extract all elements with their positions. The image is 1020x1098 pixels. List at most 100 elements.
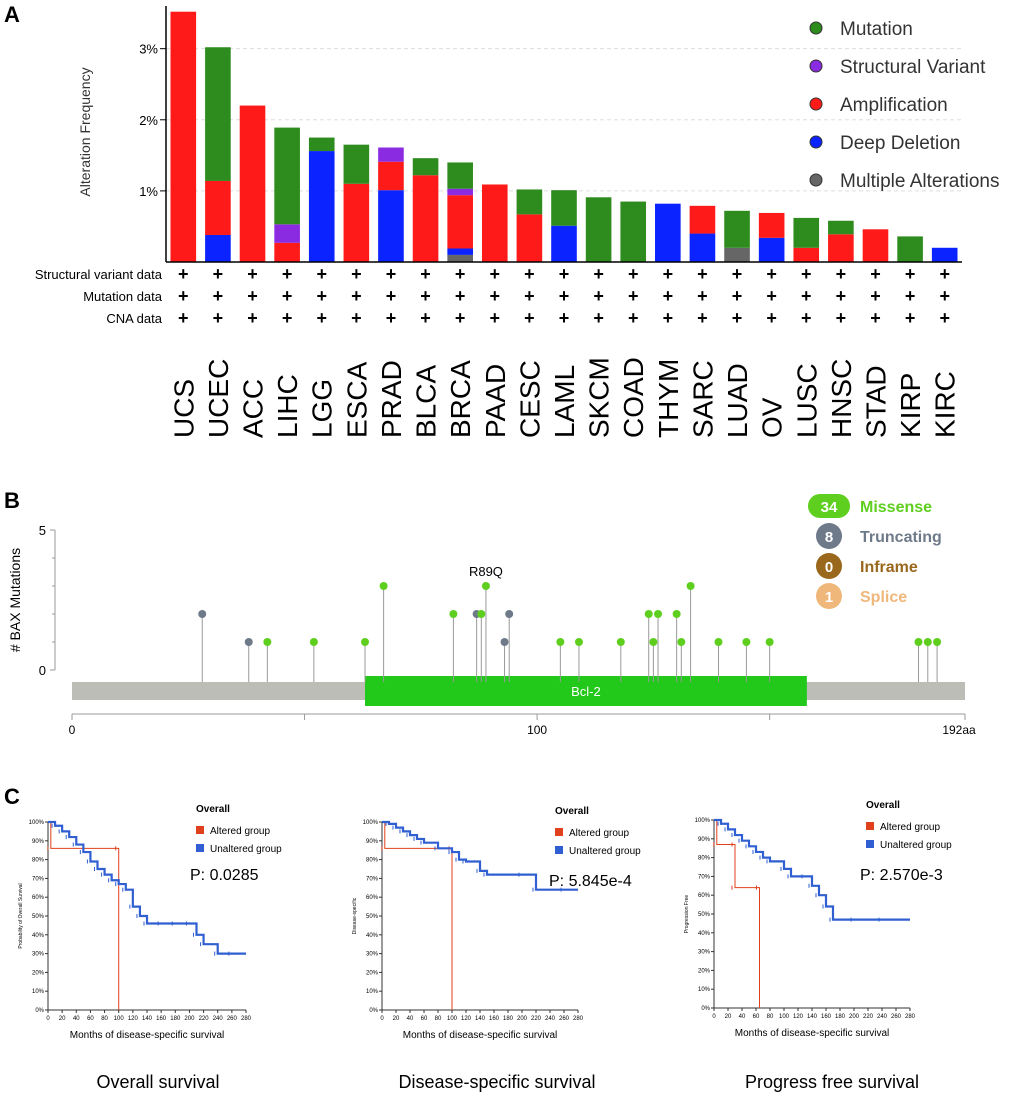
data-available-plus: +	[663, 308, 674, 328]
legend-swatch-mutation	[809, 21, 823, 35]
data-available-plus: +	[282, 286, 293, 306]
legend-label-unaltered: Unaltered group	[569, 846, 641, 857]
y-tick-label: 10%	[32, 989, 45, 995]
bar-PRAD-deep-deletion	[378, 190, 404, 262]
bar-LIHC-structural-variant	[274, 224, 300, 243]
panel-c-letter: C	[4, 784, 20, 809]
legend-label: Mutation	[840, 19, 913, 40]
data-available-plus: +	[524, 308, 535, 328]
data-available-plus: +	[559, 286, 570, 306]
data-available-plus: +	[559, 308, 570, 328]
data-available-plus: +	[593, 308, 604, 328]
bar-BRCA-structural-variant	[447, 188, 473, 196]
x-tick-label: 60	[421, 1016, 428, 1022]
x-tick-label: 260	[227, 1016, 238, 1022]
panel-a-bars	[170, 11, 958, 262]
category-label-skcm: SKCM	[584, 357, 615, 438]
lollipop-head-missense	[361, 638, 370, 646]
lollipop-head-truncating	[244, 638, 253, 646]
x-tick-label: 260	[559, 1016, 570, 1022]
bar-STAD-amplification	[862, 229, 889, 262]
lollipop-head-missense	[923, 638, 932, 646]
category-label-sarc: SARC	[687, 360, 718, 438]
data-available-plus: +	[455, 264, 466, 284]
x-tick-label: 40	[739, 1014, 746, 1020]
p-value: P: 2.570e-3	[860, 867, 943, 884]
data-available-plus: +	[490, 286, 501, 306]
y-tick-label: 10%	[366, 989, 379, 995]
data-available-plus: +	[663, 286, 674, 306]
category-label-stad: STAD	[860, 365, 891, 438]
lollipop-head-missense	[309, 638, 318, 646]
x-tick-label: 100	[447, 1016, 458, 1022]
x-tick-label: 80	[101, 1016, 108, 1022]
category-label-prad: PRAD	[376, 360, 407, 438]
bar-THYM-deep-deletion	[655, 203, 681, 262]
data-available-plus: +	[732, 264, 743, 284]
data-available-plus: +	[905, 308, 916, 328]
lollipop-head-truncating	[505, 610, 514, 618]
y-tick-label: 60%	[698, 893, 711, 899]
data-available-plus: +	[766, 286, 777, 306]
category-label-lusc: LUSC	[791, 363, 822, 438]
lollipop-head-missense	[742, 638, 751, 646]
bar-OV-deep-deletion	[758, 237, 785, 262]
x-tick-label: 200	[849, 1014, 860, 1020]
legend-count: 34	[821, 499, 838, 516]
x-tick-label: 240	[877, 1014, 888, 1020]
bar-LAML-deep-deletion	[551, 225, 577, 262]
panel-a-category-labels: UCS UCEC ACC LIHC LGG ESCA PRAD BLCA BRCA PAAD CES…	[168, 357, 960, 438]
category-label-ucec: UCEC	[203, 359, 234, 438]
y-tick-label: 3%	[139, 42, 158, 57]
p-value: P: 0.0285	[190, 867, 259, 884]
data-available-plus: +	[420, 286, 431, 306]
x-tick-label: 140	[475, 1016, 486, 1022]
lollipop-head-missense	[933, 638, 942, 646]
domain-label: Bcl-2	[571, 684, 601, 699]
panel-b-lollipop-plot: 0 5 Bcl-2 R89Q 0 100 192aa	[39, 523, 976, 737]
data-available-plus: +	[905, 286, 916, 306]
data-available-plus: +	[905, 264, 916, 284]
bar-SARC-amplification	[689, 205, 716, 234]
x-tick-label: 240	[545, 1016, 556, 1022]
legend-swatch-altered	[555, 828, 563, 836]
legend-label-altered: Altered group	[210, 826, 270, 837]
data-available-plus: +	[178, 286, 189, 306]
y-tick-label: 60%	[366, 895, 379, 901]
bar-ACC-amplification	[239, 105, 266, 262]
x-tick-label: 0	[380, 1016, 384, 1022]
y-tick-label: 50%	[366, 914, 379, 920]
data-available-plus: +	[351, 286, 362, 306]
category-label-lihc: LIHC	[272, 374, 303, 438]
y-tick-label: 30%	[366, 952, 379, 958]
data-available-plus: +	[386, 264, 397, 284]
y-tick-label: 80%	[366, 858, 379, 864]
data-available-plus: +	[316, 264, 327, 284]
category-label-ov: OV	[757, 397, 788, 438]
bar-CESC-amplification	[516, 214, 543, 262]
x-tick-label: 140	[807, 1014, 818, 1020]
data-available-plus: +	[247, 286, 258, 306]
bar-CESC-mutation	[516, 189, 543, 215]
category-label-coad: COAD	[618, 357, 649, 438]
plot-caption: Overall survival	[96, 1072, 219, 1092]
data-available-plus: +	[628, 286, 639, 306]
x-tick-label: 20	[393, 1016, 400, 1022]
x-tick-label: 80	[767, 1014, 774, 1020]
panel-a-axes: 1% 2% 3%	[139, 6, 962, 263]
bar-KIRC-deep-deletion	[931, 247, 958, 262]
lollipop-head-missense	[574, 638, 583, 646]
legend-label: Splice	[860, 589, 907, 606]
lollipop-head-truncating	[198, 610, 207, 618]
legend-label: Inframe	[860, 559, 918, 576]
legend-count: 1	[825, 589, 833, 606]
legend-swatch-altered	[196, 826, 204, 834]
unaltered-group-curve	[714, 818, 910, 921]
data-available-plus: +	[836, 264, 847, 284]
unaltered-group-curve	[382, 820, 578, 891]
bar-LUAD-mutation	[724, 210, 750, 248]
y-tick-label: 0%	[701, 1006, 710, 1012]
data-available-plus: +	[316, 308, 327, 328]
x-tick-label: 280	[573, 1016, 584, 1022]
x-tick-label: 260	[891, 1014, 902, 1020]
